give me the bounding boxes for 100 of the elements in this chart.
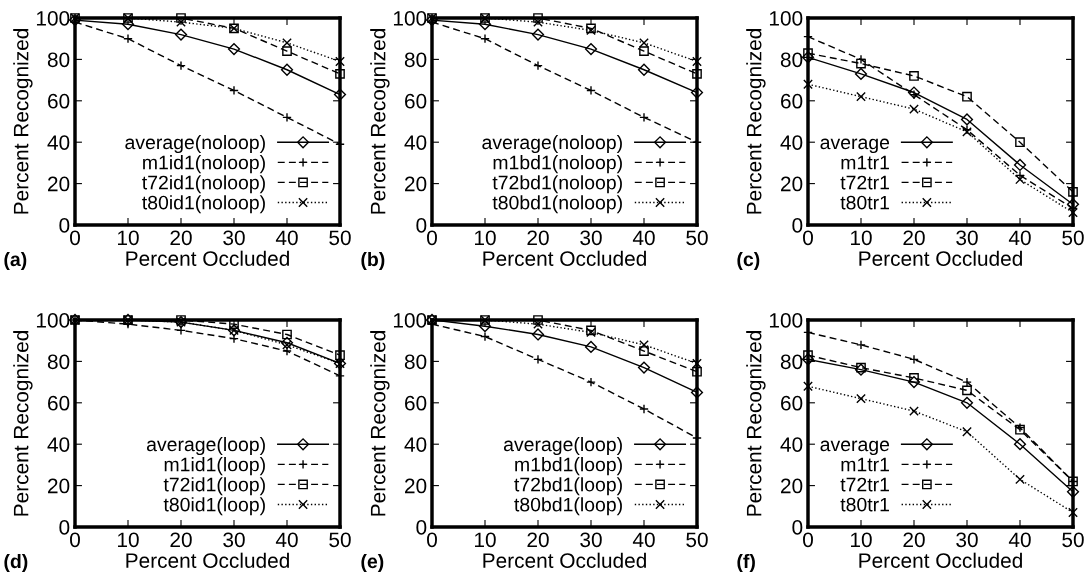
y-tick-label: 40 bbox=[404, 437, 427, 452]
y-tick-label: 20 bbox=[405, 176, 427, 192]
x-tick-label: 10 bbox=[851, 532, 872, 548]
y-axis-title: Percent Recognized bbox=[13, 331, 33, 516]
y-tick-label: 60 bbox=[781, 395, 803, 411]
x-tick-label: 10 bbox=[118, 532, 139, 548]
legend-label: average(noloop) bbox=[125, 135, 265, 154]
y-tick-label: 40 bbox=[404, 135, 427, 150]
x-tick-label: 40 bbox=[1008, 532, 1031, 548]
x-tick-label: 30 bbox=[956, 230, 978, 246]
y-tick-label: 20 bbox=[781, 176, 803, 192]
text: (a) bbox=[4, 251, 27, 271]
y-tick-label: 100 bbox=[393, 313, 427, 328]
y-tick-label: 80 bbox=[47, 52, 70, 68]
x-tick-label: 30 bbox=[580, 532, 602, 548]
x-tick-label: 40 bbox=[275, 230, 298, 246]
y-tick-label: 60 bbox=[781, 93, 803, 109]
y-tick-label: 60 bbox=[48, 93, 70, 109]
x-tick-label: 10 bbox=[118, 230, 139, 246]
x-axis-title: Percent Occluded bbox=[126, 552, 289, 568]
x-tick-label: 0 bbox=[427, 230, 437, 246]
x-tick-label: 20 bbox=[527, 532, 549, 548]
legend-label: t72tr1 bbox=[840, 175, 889, 190]
x-tick-label: 0 bbox=[427, 532, 437, 548]
legend-label: average(loop) bbox=[146, 437, 265, 456]
legend-label: m1bd1(noloop) bbox=[493, 155, 622, 174]
y-tick-label: 40 bbox=[47, 437, 70, 452]
legend-label: t80tr1 bbox=[840, 195, 889, 210]
x-tick-label: 40 bbox=[1008, 230, 1031, 246]
x-axis-title: Percent Occluded bbox=[483, 250, 646, 266]
x-tick-label: 40 bbox=[632, 230, 655, 246]
x-tick-label: 20 bbox=[170, 532, 192, 548]
y-tick-label: 20 bbox=[48, 478, 70, 494]
legend-label: t72id1(noloop) bbox=[142, 175, 265, 194]
legend-label: t72id1(loop) bbox=[163, 477, 265, 496]
y-tick-label: 100 bbox=[36, 11, 70, 26]
x-tick-label: 50 bbox=[686, 532, 708, 548]
x-tick-label: 50 bbox=[1062, 230, 1084, 246]
x-tick-label: 50 bbox=[686, 230, 708, 246]
y-tick-label: 40 bbox=[780, 135, 803, 150]
y-tick-label: 20 bbox=[781, 478, 803, 494]
y-tick-label: 80 bbox=[404, 52, 427, 68]
y-tick-label: 20 bbox=[48, 176, 70, 192]
legend-label: m1bd1(loop) bbox=[515, 457, 622, 476]
text: (f) bbox=[737, 553, 755, 573]
y-tick-label: 80 bbox=[780, 354, 803, 370]
legend-label: average(noloop) bbox=[482, 135, 622, 154]
y-tick-label: 0 bbox=[792, 520, 803, 535]
x-tick-label: 0 bbox=[70, 532, 80, 548]
legend-label: t80id1(noloop) bbox=[142, 195, 265, 214]
y-tick-label: 0 bbox=[59, 218, 70, 233]
x-tick-label: 40 bbox=[275, 532, 298, 548]
y-tick-label: 40 bbox=[780, 437, 803, 452]
x-tick-label: 50 bbox=[1062, 532, 1084, 548]
y-tick-label: 100 bbox=[769, 313, 803, 328]
y-axis-title: Percent Recognized bbox=[370, 29, 390, 214]
x-axis-title: Percent Occluded bbox=[859, 552, 1022, 568]
x-axis-title: Percent Occluded bbox=[126, 250, 289, 266]
x-tick-label: 20 bbox=[903, 532, 925, 548]
x-tick-label: 0 bbox=[803, 532, 813, 548]
y-tick-label: 0 bbox=[792, 218, 803, 233]
x-axis-title: Percent Occluded bbox=[859, 250, 1022, 266]
legend-label: m1tr1 bbox=[841, 457, 889, 472]
y-tick-label: 80 bbox=[780, 52, 803, 68]
legend-label: m1tr1 bbox=[841, 155, 889, 170]
legend-label: m1id1(noloop) bbox=[143, 155, 265, 174]
text: (e) bbox=[361, 553, 384, 573]
x-tick-label: 10 bbox=[851, 230, 872, 246]
y-tick-label: 60 bbox=[48, 395, 70, 411]
legend-label: t80tr1 bbox=[840, 497, 889, 512]
legend-label: t72bd1(loop) bbox=[514, 477, 622, 496]
x-tick-label: 0 bbox=[803, 230, 813, 246]
y-tick-label: 20 bbox=[405, 478, 427, 494]
x-tick-label: 30 bbox=[223, 230, 245, 246]
y-tick-label: 100 bbox=[769, 11, 803, 26]
legend-label: t72bd1(noloop) bbox=[492, 175, 622, 194]
legend-label: average bbox=[820, 440, 890, 456]
x-tick-label: 50 bbox=[329, 230, 351, 246]
y-axis-title: Percent Recognized bbox=[746, 29, 766, 214]
y-axis-title: Percent Recognized bbox=[13, 29, 33, 214]
legend-label: t80id1(loop) bbox=[163, 497, 265, 516]
legend-label: t72tr1 bbox=[840, 477, 889, 492]
x-tick-label: 20 bbox=[903, 230, 925, 246]
x-tick-label: 50 bbox=[329, 532, 351, 548]
y-tick-label: 0 bbox=[416, 218, 427, 233]
legend-label: t80bd1(loop) bbox=[514, 497, 622, 516]
y-tick-label: 80 bbox=[47, 354, 70, 370]
x-tick-label: 20 bbox=[527, 230, 549, 246]
x-tick-label: 10 bbox=[475, 230, 496, 246]
x-tick-label: 40 bbox=[632, 532, 655, 548]
x-tick-label: 30 bbox=[580, 230, 602, 246]
legend-label: m1id1(loop) bbox=[164, 457, 265, 476]
x-tick-label: 10 bbox=[475, 532, 496, 548]
text: (c) bbox=[737, 251, 760, 271]
y-tick-label: 60 bbox=[405, 395, 427, 411]
y-tick-label: 80 bbox=[404, 354, 427, 370]
y-tick-label: 40 bbox=[47, 135, 70, 150]
y-tick-label: 0 bbox=[59, 520, 70, 535]
y-tick-label: 0 bbox=[416, 520, 427, 535]
x-tick-label: 20 bbox=[170, 230, 192, 246]
